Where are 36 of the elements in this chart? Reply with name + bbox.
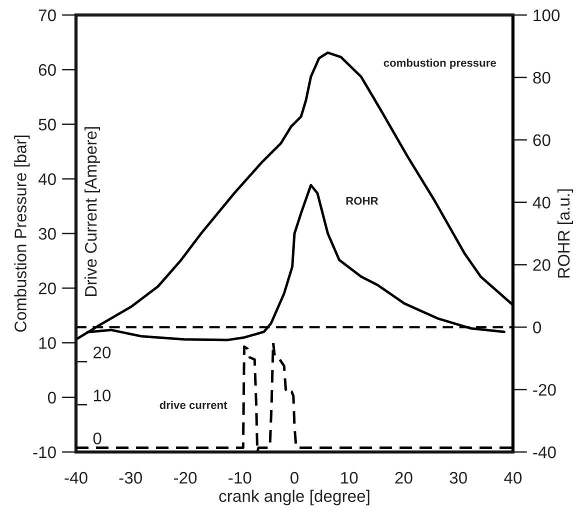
y2-tick-label: 0 xyxy=(533,322,542,334)
y2-axis-title: ROHR [a.u.] xyxy=(557,189,573,278)
x-tick-label: -10 xyxy=(228,472,252,484)
y-tick-label: 40 xyxy=(38,173,56,186)
y-tick-label: 60 xyxy=(38,64,56,76)
x-tick-label: -30 xyxy=(119,472,142,484)
y-tick-label: -10 xyxy=(33,446,56,458)
y2-tick-label: -20 xyxy=(533,384,556,396)
y-tick-label: 50 xyxy=(38,118,56,130)
y2-tick-label: -40 xyxy=(533,446,556,458)
y3-tick-label: 0 xyxy=(93,432,102,444)
x-tick-label: -40 xyxy=(64,472,88,484)
series-label: drive current xyxy=(160,400,228,410)
y2-tick-label: 60 xyxy=(533,134,550,146)
y-tick-label: 20 xyxy=(38,282,56,294)
y-tick-label: 10 xyxy=(39,337,56,349)
y2-tick-label: 80 xyxy=(533,72,550,84)
x-tick-label: -20 xyxy=(174,472,197,484)
y-tick-label: 70 xyxy=(38,9,56,22)
x-tick-label: 10 xyxy=(341,472,358,484)
y3-tick-label: 10 xyxy=(94,390,111,402)
y-tick-label: 0 xyxy=(48,392,56,404)
x-tick-label: 0 xyxy=(290,472,298,484)
y2-tick-label: 100 xyxy=(534,9,560,22)
y-axis-title: Combustion Pressure [bar] xyxy=(14,136,30,332)
y-tick-label: 30 xyxy=(38,228,56,240)
y3-axis-title: Drive Current [Ampere] xyxy=(84,127,100,296)
x-axis-title: crank angle [degree] xyxy=(219,490,370,506)
text: ROHR xyxy=(346,196,378,205)
text: combustion pressure xyxy=(384,58,496,69)
x-tick-label: 30 xyxy=(450,472,467,484)
x-tick-label: 40 xyxy=(504,472,522,484)
y2-tick-label: 20 xyxy=(533,259,550,271)
x-tick-label: 20 xyxy=(395,472,412,484)
y2-tick-label: 40 xyxy=(532,196,550,209)
y3-tick-label: 20 xyxy=(94,346,111,358)
